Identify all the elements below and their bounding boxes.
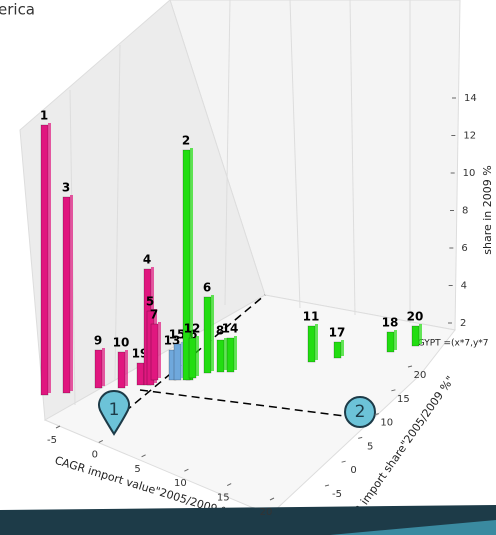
- z-tick-label: 10: [463, 168, 476, 179]
- bar: [203, 296, 212, 374]
- bar-label: 15: [169, 328, 186, 342]
- bar-side: [196, 336, 199, 376]
- bar-side: [224, 338, 227, 370]
- bar-label: 18: [382, 316, 399, 330]
- x-tick: [98, 439, 104, 443]
- bar: [173, 343, 182, 381]
- bar: [188, 337, 197, 379]
- x-tick-label: 0: [92, 449, 98, 460]
- z-tick-label: 12: [463, 131, 476, 142]
- y-tick: [358, 436, 363, 439]
- marker-label: 1: [109, 400, 120, 420]
- bar-side: [211, 295, 214, 371]
- bar-label: 4: [143, 253, 151, 267]
- bar-label: 1: [40, 109, 48, 123]
- bar-side: [190, 148, 193, 378]
- z-tick-label: 8: [462, 206, 468, 217]
- y-tick-label: 0: [350, 465, 356, 476]
- y-tick-label: 10: [380, 418, 393, 429]
- x-tick-label: 15: [217, 493, 230, 504]
- marker-1: 1: [98, 390, 130, 436]
- bar: [62, 196, 71, 394]
- marker-2: 2: [344, 396, 376, 428]
- bar-label: 17: [329, 326, 346, 340]
- y-tick-label: 20: [414, 370, 427, 381]
- bar: [386, 331, 395, 353]
- bar: [117, 351, 126, 389]
- z-tick-label: 6: [461, 243, 467, 254]
- y-tick-label: 5: [367, 441, 373, 452]
- z-tick-label: 4: [461, 281, 467, 292]
- y-tick: [391, 389, 396, 392]
- z-tick-label: 14: [464, 93, 477, 104]
- x-tick: [269, 497, 275, 501]
- bar: [150, 323, 159, 381]
- bar-side: [394, 330, 397, 350]
- y-tick: [407, 365, 413, 368]
- bar-label: 20: [407, 310, 424, 324]
- bar-label: 9: [94, 334, 102, 348]
- bar: [94, 349, 103, 389]
- x-tick: [184, 468, 189, 472]
- bar-label: 5: [146, 295, 154, 309]
- bar: [226, 337, 235, 373]
- bar: [333, 341, 342, 359]
- x-tick-label: 5: [134, 464, 140, 475]
- x-tick: [141, 454, 146, 458]
- bar: [216, 339, 225, 373]
- y-tick-label: -5: [332, 489, 342, 500]
- bar-label: 8: [216, 324, 224, 338]
- bar-label: 12: [184, 322, 201, 336]
- marker-label: 2: [355, 402, 366, 422]
- y-tick-label: 15: [397, 394, 410, 405]
- bar-label: 14: [222, 322, 239, 336]
- bar-side: [158, 322, 161, 378]
- bar: [411, 325, 420, 347]
- y-tick: [374, 413, 379, 416]
- bar-side: [315, 324, 318, 360]
- annotation: EGYPT =(x*7,y*7: [412, 339, 489, 349]
- title: erica: [0, 1, 35, 19]
- dashed-axis: [139, 389, 361, 419]
- x-tick-label: 20: [260, 507, 273, 518]
- bar-side: [102, 348, 105, 386]
- bar-label: 7: [150, 308, 158, 322]
- x-tick: [226, 483, 232, 487]
- bar-side: [341, 340, 344, 356]
- bar-side: [181, 342, 184, 378]
- y-tick: [324, 484, 330, 487]
- bar-label: 6: [203, 281, 211, 295]
- z-tick-label: 2: [460, 318, 466, 329]
- bar-label: 11: [303, 310, 320, 324]
- x-tick: [55, 425, 61, 429]
- x-tick-label: 10: [174, 478, 187, 489]
- bar: [136, 362, 145, 386]
- x-tick-label: -5: [47, 435, 57, 446]
- bar-side: [48, 123, 51, 393]
- z-axis-label: share in 2009 %: [481, 165, 494, 254]
- bar-side: [70, 195, 73, 391]
- footer-accent: [330, 520, 496, 535]
- bar: [40, 124, 49, 396]
- bar-label: 10: [113, 336, 130, 350]
- y-tick: [341, 460, 346, 463]
- bar-side: [125, 350, 128, 386]
- bar-side: [419, 324, 422, 344]
- footer-band: [0, 505, 496, 535]
- bar-label: 3: [62, 181, 70, 195]
- bar-side: [234, 336, 237, 370]
- bar: [307, 325, 316, 363]
- bar-label: 2: [182, 134, 190, 148]
- floor-pane: [43, 294, 456, 516]
